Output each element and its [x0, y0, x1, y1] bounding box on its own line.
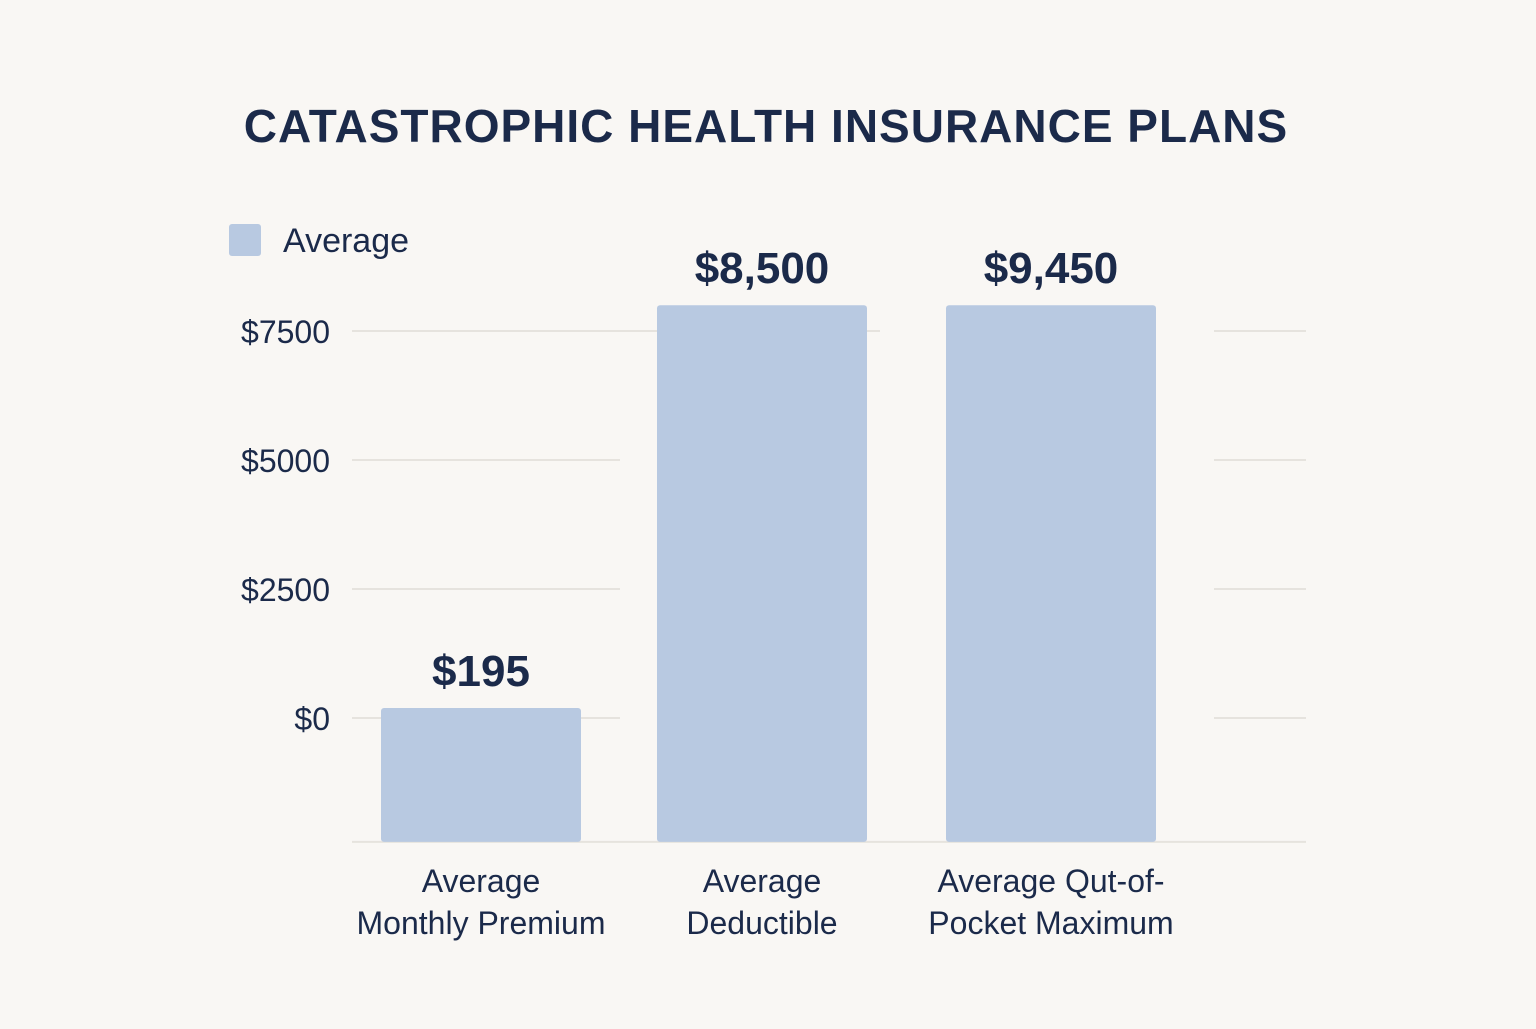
- category-labels: Average Monthly Premium Average Deductible A…: [357, 863, 1174, 941]
- y-axis-ticks: $0 $2500 $5000 $7500: [241, 314, 330, 737]
- bar: [946, 305, 1156, 842]
- x-tick-label: Average: [703, 863, 822, 899]
- bars: [381, 305, 1156, 842]
- y-tick-label: $5000: [241, 443, 330, 479]
- y-tick-label: $2500: [241, 572, 330, 608]
- x-tick-label: Average Qut-of-: [937, 863, 1164, 899]
- x-tick-label: Deductible: [686, 905, 837, 941]
- legend: Average: [229, 222, 409, 260]
- y-tick-label: $0: [294, 701, 330, 737]
- y-tick-label: $7500: [241, 314, 330, 350]
- x-tick-label: Average: [422, 863, 541, 899]
- data-label: $9,450: [984, 244, 1119, 293]
- chart-title: CATASTROPHIC HEALTH INSURANCE PLANS: [244, 100, 1288, 152]
- bar: [381, 707, 581, 842]
- data-label: $8,500: [695, 244, 830, 293]
- x-tick-label: Pocket Maximum: [928, 905, 1173, 941]
- legend-swatch: [229, 224, 261, 256]
- x-tick-label: Monthly Premium: [357, 905, 606, 941]
- value-labels: $195 $8,500 $9,450: [432, 244, 1118, 696]
- bar: [657, 305, 867, 842]
- legend-label-average: Average: [283, 222, 409, 260]
- data-label: $195: [432, 647, 530, 696]
